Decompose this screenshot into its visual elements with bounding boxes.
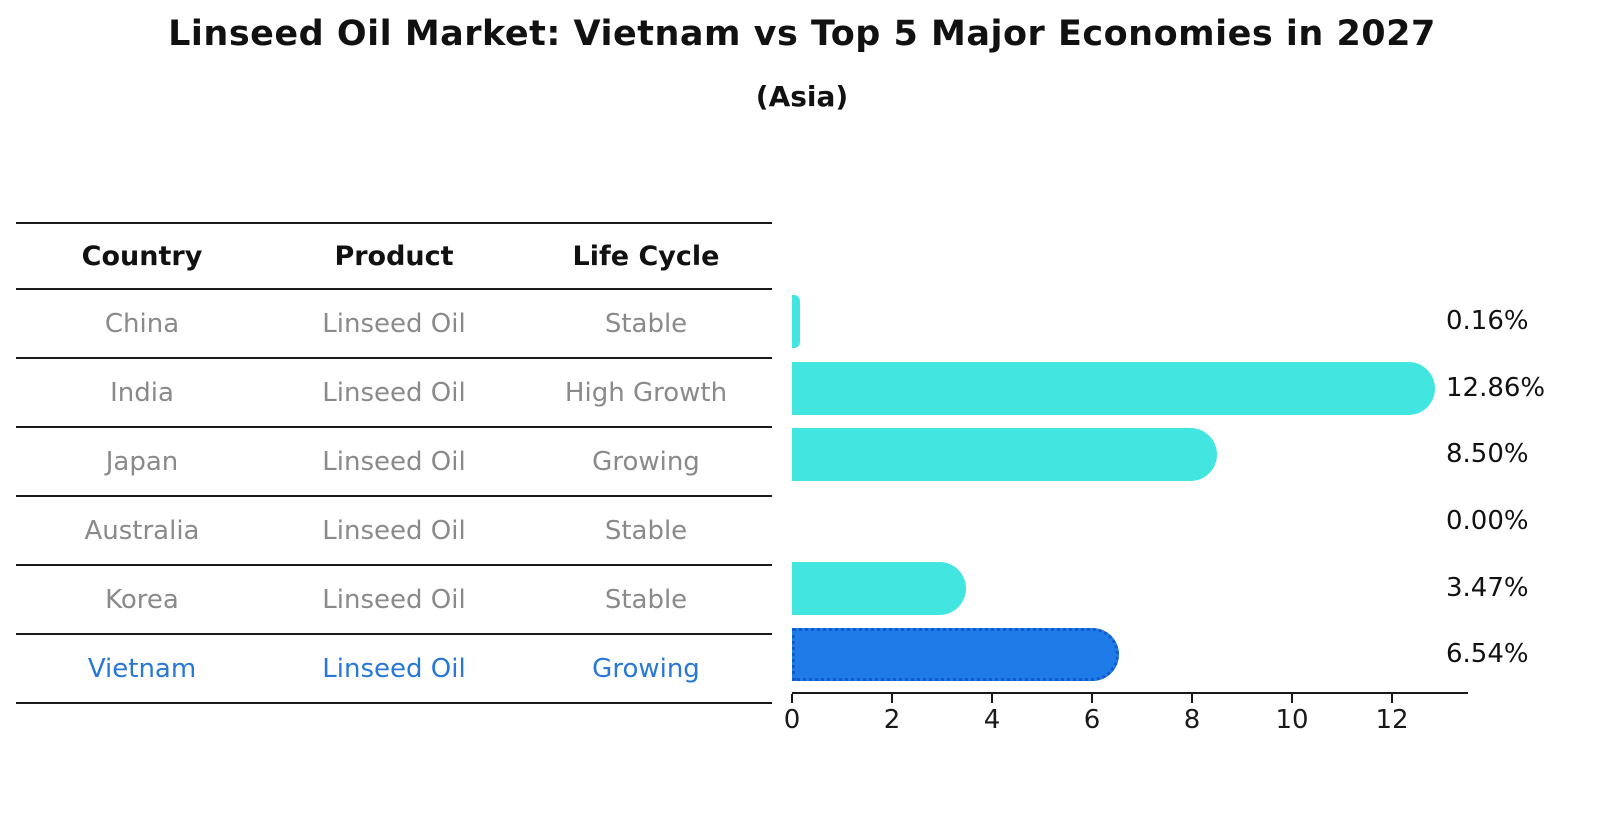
bar-japan <box>792 427 1217 481</box>
table-cell-life-cycle: Stable <box>604 515 688 546</box>
table-row-australia: Australia Linseed Oil Stable <box>16 497 772 566</box>
table-cell-country: India <box>110 377 174 408</box>
table-cell-country: Japan <box>105 446 179 477</box>
bar-india <box>792 361 1435 415</box>
table-cell-product: Linseed Oil <box>322 308 466 339</box>
table-cell-country: Australia <box>84 515 200 546</box>
x-tick-label: 6 <box>1083 705 1101 735</box>
bar-vietnam <box>792 627 1119 681</box>
x-tick-label: 8 <box>1183 705 1201 735</box>
table-cell-life-cycle: Growing <box>592 446 700 477</box>
value-label-korea: 3.47% <box>1446 573 1529 603</box>
x-tick-mark <box>891 694 893 703</box>
value-label-vietnam: 6.54% <box>1446 639 1529 669</box>
x-tick-label: 10 <box>1275 705 1309 735</box>
table-cell-life-cycle: Growing <box>592 653 700 684</box>
x-tick-label: 0 <box>783 705 801 735</box>
table-row-japan: Japan Linseed Oil Growing <box>16 428 772 497</box>
summary-table: Country Product Life Cycle China Linseed … <box>16 222 772 704</box>
table-header-country: Country <box>81 240 203 272</box>
table-cell-life-cycle: Stable <box>604 584 688 615</box>
table-cell-life-cycle: Stable <box>604 308 688 339</box>
x-tick-label: 2 <box>883 705 901 735</box>
table-row-vietnam: Vietnam Linseed Oil Growing <box>16 635 772 704</box>
x-axis-line <box>792 692 1468 694</box>
table-cell-product: Linseed Oil <box>322 515 466 546</box>
chart-subtitle: (Asia) <box>755 80 849 113</box>
value-label-china: 0.16% <box>1446 306 1529 336</box>
x-tick-mark <box>1291 694 1293 703</box>
table-cell-product: Linseed Oil <box>322 377 466 408</box>
value-label-japan: 8.50% <box>1446 439 1529 469</box>
bar-korea <box>792 561 966 615</box>
x-tick-mark <box>1391 694 1393 703</box>
x-tick-mark <box>1191 694 1193 703</box>
table-row-korea: Korea Linseed Oil Stable <box>16 566 772 635</box>
table-cell-country: Korea <box>105 584 179 615</box>
value-label-india: 12.86% <box>1446 373 1546 403</box>
table-header-life-cycle: Life Cycle <box>572 240 720 272</box>
chart-title: Linseed Oil Market: Vietnam vs Top 5 Maj… <box>168 14 1436 54</box>
table-row-india: India Linseed Oil High Growth <box>16 359 772 428</box>
table-cell-life-cycle: High Growth <box>564 377 728 408</box>
table-cell-country: China <box>104 308 180 339</box>
x-tick-label: 12 <box>1375 705 1409 735</box>
value-label-australia: 0.00% <box>1446 506 1529 536</box>
bar-china <box>792 294 800 348</box>
table-header-product: Product <box>334 240 454 272</box>
table-body: China Linseed Oil Stable India Linseed Oil Hi… <box>16 290 772 704</box>
table-header-row: Country Product Life Cycle <box>16 224 772 290</box>
x-tick-mark <box>1091 694 1093 703</box>
x-tick-mark <box>791 694 793 703</box>
x-tick-mark <box>991 694 993 703</box>
table-cell-product: Linseed Oil <box>322 446 466 477</box>
table-cell-country: Vietnam <box>87 653 197 684</box>
x-tick-label: 4 <box>983 705 1001 735</box>
table-cell-product: Linseed Oil <box>322 653 466 684</box>
table-row-china: China Linseed Oil Stable <box>16 290 772 359</box>
table-cell-product: Linseed Oil <box>322 584 466 615</box>
